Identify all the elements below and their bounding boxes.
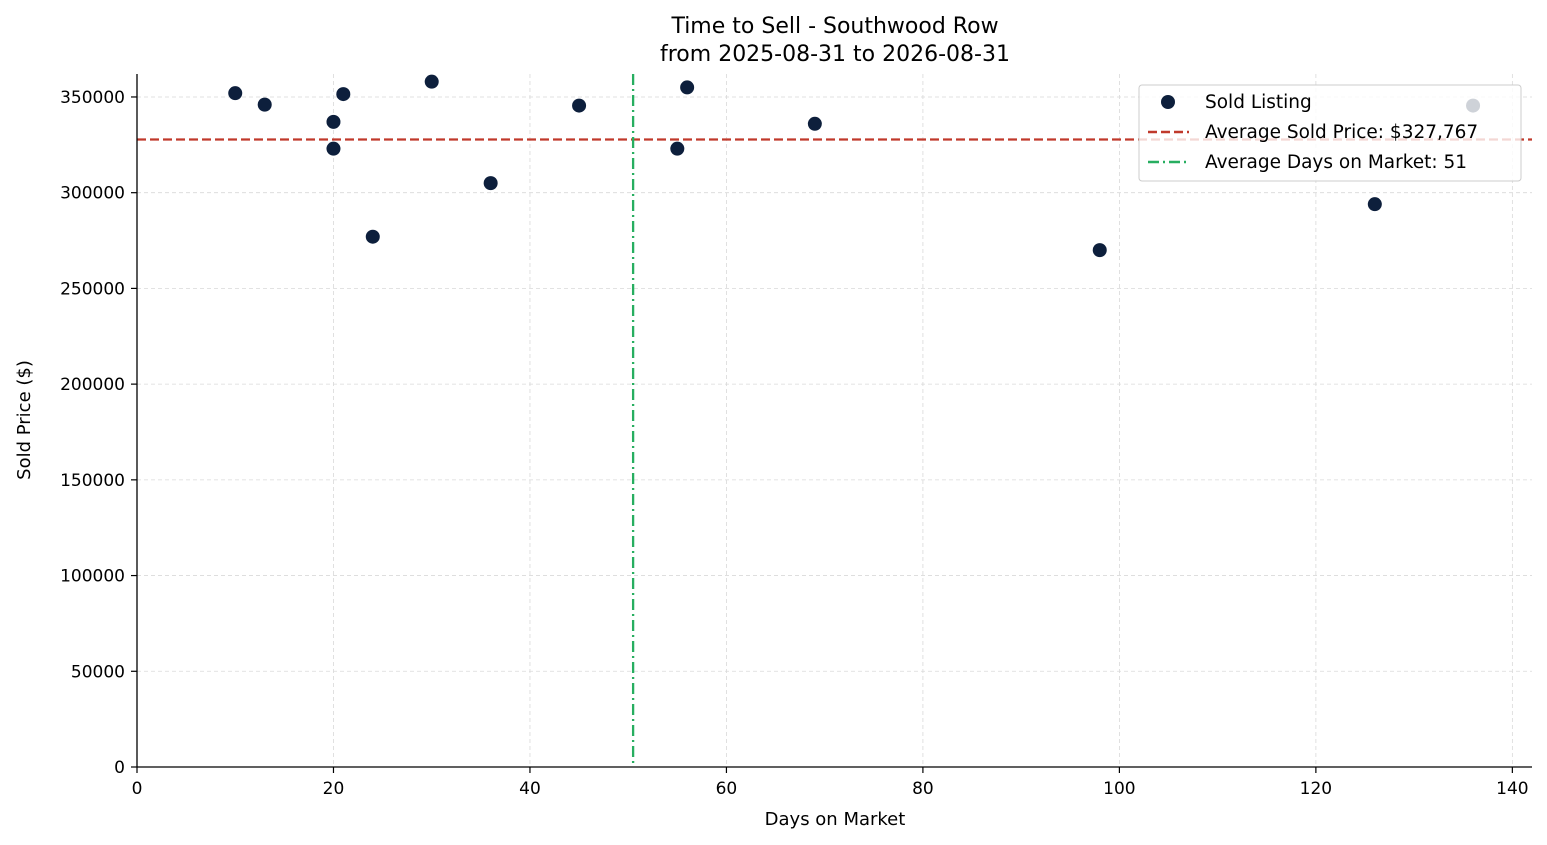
data-point bbox=[680, 80, 695, 95]
y-tick-label: 0 bbox=[114, 758, 125, 778]
data-point bbox=[1092, 243, 1107, 258]
y-axis-ticks: 0 50000 100000 150000 200000 250000 300000 3500… bbox=[60, 88, 137, 778]
y-tick-label: 250000 bbox=[60, 279, 125, 299]
data-point bbox=[257, 97, 272, 112]
y-tick-label: 350000 bbox=[60, 88, 125, 108]
x-tick-label: 80 bbox=[912, 779, 934, 799]
legend-box bbox=[1138, 84, 1522, 182]
legend-label-avg-days: Average Days on Market: 51 bbox=[1205, 152, 1467, 173]
y-tick-label: 150000 bbox=[60, 471, 125, 491]
data-point bbox=[326, 141, 341, 156]
data-point bbox=[1367, 197, 1382, 212]
data-point bbox=[807, 116, 822, 131]
x-tick-label: 100 bbox=[1103, 779, 1135, 799]
data-point bbox=[483, 176, 498, 191]
legend-label-sold-listing: Sold Listing bbox=[1205, 92, 1312, 113]
legend: Sold Listing Average Sold Price: $327,76… bbox=[1138, 84, 1522, 182]
y-tick-label: 50000 bbox=[71, 662, 125, 682]
data-point bbox=[228, 86, 243, 101]
legend-label-avg-price: Average Sold Price: $327,767 bbox=[1205, 122, 1478, 143]
legend-marker-sold-listing bbox=[1161, 95, 1175, 109]
y-tick-label: 300000 bbox=[60, 184, 125, 204]
x-tick-label: 140 bbox=[1496, 779, 1528, 799]
x-tick-label: 40 bbox=[519, 779, 541, 799]
data-point bbox=[572, 98, 587, 113]
data-point bbox=[424, 74, 439, 89]
y-tick-label: 200000 bbox=[60, 375, 125, 395]
y-tick-label: 100000 bbox=[60, 567, 125, 587]
x-tick-label: 120 bbox=[1300, 779, 1332, 799]
x-tick-label: 60 bbox=[716, 779, 738, 799]
data-point bbox=[670, 141, 685, 156]
data-point bbox=[365, 229, 380, 244]
chart-title: Time to Sell - Southwood Row bbox=[670, 14, 998, 39]
data-point bbox=[326, 114, 341, 129]
x-tick-label: 20 bbox=[323, 779, 345, 799]
data-point bbox=[336, 87, 351, 102]
chart-subtitle: from 2025-08-31 to 2026-08-31 bbox=[660, 42, 1010, 67]
y-axis-label: Sold Price ($) bbox=[14, 360, 35, 480]
x-axis-ticks: 0 20 40 60 80 100 120 140 bbox=[132, 767, 1529, 799]
x-tick-label: 0 bbox=[132, 779, 143, 799]
x-axis-label: Days on Market bbox=[765, 809, 906, 830]
